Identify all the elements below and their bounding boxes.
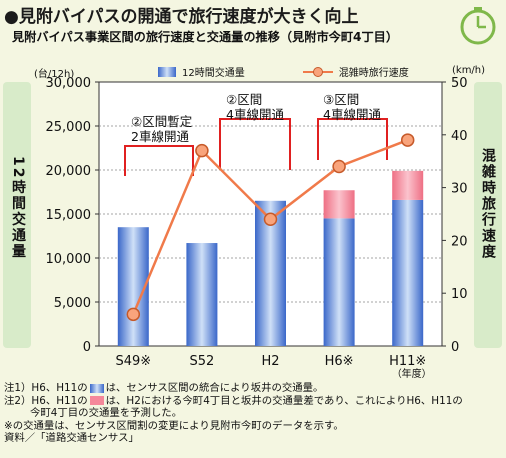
left-tick-label: 30,000	[46, 76, 92, 91]
x-tick-label: H6※	[325, 354, 354, 369]
note-source: 資料／「道路交通センサス」	[4, 432, 139, 445]
left-tick-label: 15,000	[46, 208, 92, 223]
annotation-label: ③区間	[323, 92, 359, 107]
clock-icon	[460, 7, 496, 45]
x-tick-label: S52	[190, 354, 215, 369]
speed-point	[400, 133, 415, 147]
left-axis-ticks: 0 5,000 10,000 15,000 20,000 25,000 30,000	[46, 76, 99, 355]
legend: 12時間交通量 混雑時旅行速度	[158, 64, 409, 79]
speed-point	[195, 143, 209, 158]
bars	[117, 170, 424, 346]
x-axis-unit: （年度）	[392, 367, 432, 380]
left-tick-label: 25,000	[46, 120, 92, 135]
legend-bar-label: 12時間交通量	[182, 68, 245, 79]
chart-subtitle: 見附バイパス事業区間の旅行速度と交通量の推移（見附市今町4丁目）	[12, 30, 399, 44]
right-tick-label: 0	[451, 340, 459, 355]
annotation-bracket	[219, 118, 291, 170]
x-axis-labels: S49※ S52 H2 H6※ H11※（年度）	[115, 354, 431, 380]
bar-stack-segment	[392, 170, 424, 200]
right-tick-label: 40	[451, 129, 468, 144]
legend-line-label: 混雑時旅行速度	[338, 68, 409, 79]
speed-point	[332, 159, 346, 174]
legend-bar-swatch	[158, 66, 176, 77]
left-axis-title: 12時間交通量	[10, 156, 26, 260]
x-tick-label: H2	[261, 354, 279, 369]
note-2-cont: 今町4丁目の交通量を予測した。	[30, 407, 183, 420]
page-title: ●見附バイパスの開通で旅行速度が大きく向上	[4, 7, 359, 27]
x-tick-label: S49※	[115, 354, 151, 369]
bar-stack-segment	[323, 190, 355, 219]
annotation-label: 2車線開通	[131, 129, 189, 144]
annotation-bracket	[124, 145, 194, 176]
left-axis-unit: (台/12h)	[34, 69, 75, 80]
annotation-label: 4車線開通	[226, 107, 284, 122]
left-tick-label: 0	[83, 340, 91, 355]
note-blue-swatch	[89, 383, 104, 393]
right-axis-unit: (km/h)	[452, 65, 486, 76]
right-tick-label: 30	[451, 182, 468, 197]
legend-line-swatch	[302, 66, 333, 77]
note-1: 注1）H6、H11の は、センサス区間の統合により坂井の交通量。	[4, 382, 324, 394]
bar	[186, 243, 218, 346]
annotation-bracket	[317, 118, 388, 160]
right-tick-label: 50	[451, 76, 468, 91]
left-axis-band	[3, 82, 31, 348]
left-tick-label: 20,000	[46, 164, 92, 179]
annotation-label: ②区間	[226, 92, 262, 107]
annotation-label: 4車線開通	[323, 107, 381, 122]
note-pink-swatch	[89, 396, 104, 406]
right-axis-title: 混雑時旅行速度	[480, 148, 496, 260]
right-axis-ticks: 0 10 20 30 40 50	[442, 76, 468, 355]
speed-line	[126, 133, 415, 322]
annotation-label: ②区間暫定	[131, 114, 192, 129]
note-2: 注2）H6、H11の は、H2における今町4丁目と坂井の交通量差であり、これにより…	[4, 394, 463, 407]
note-3: ※の交通量は、センサス区間割の変更により見附市今町のデータを示す。	[4, 419, 344, 432]
notes: 注1）H6、H11の は、センサス区間の統合により坂井の交通量。 注2）H6、H1…	[4, 382, 504, 445]
x-tick-label: H11※	[389, 354, 426, 369]
left-tick-label: 10,000	[46, 252, 92, 267]
bar	[323, 218, 355, 346]
left-tick-label: 5,000	[54, 296, 91, 311]
right-axis-band	[474, 82, 502, 348]
speed-point	[263, 212, 278, 227]
speed-point	[126, 307, 141, 322]
right-tick-label: 20	[451, 234, 468, 249]
bar	[392, 199, 424, 346]
chart: 0 5,000 10,000 15,000 20,000 25,000 30,000 0 10…	[46, 76, 468, 380]
right-tick-label: 10	[451, 287, 468, 302]
